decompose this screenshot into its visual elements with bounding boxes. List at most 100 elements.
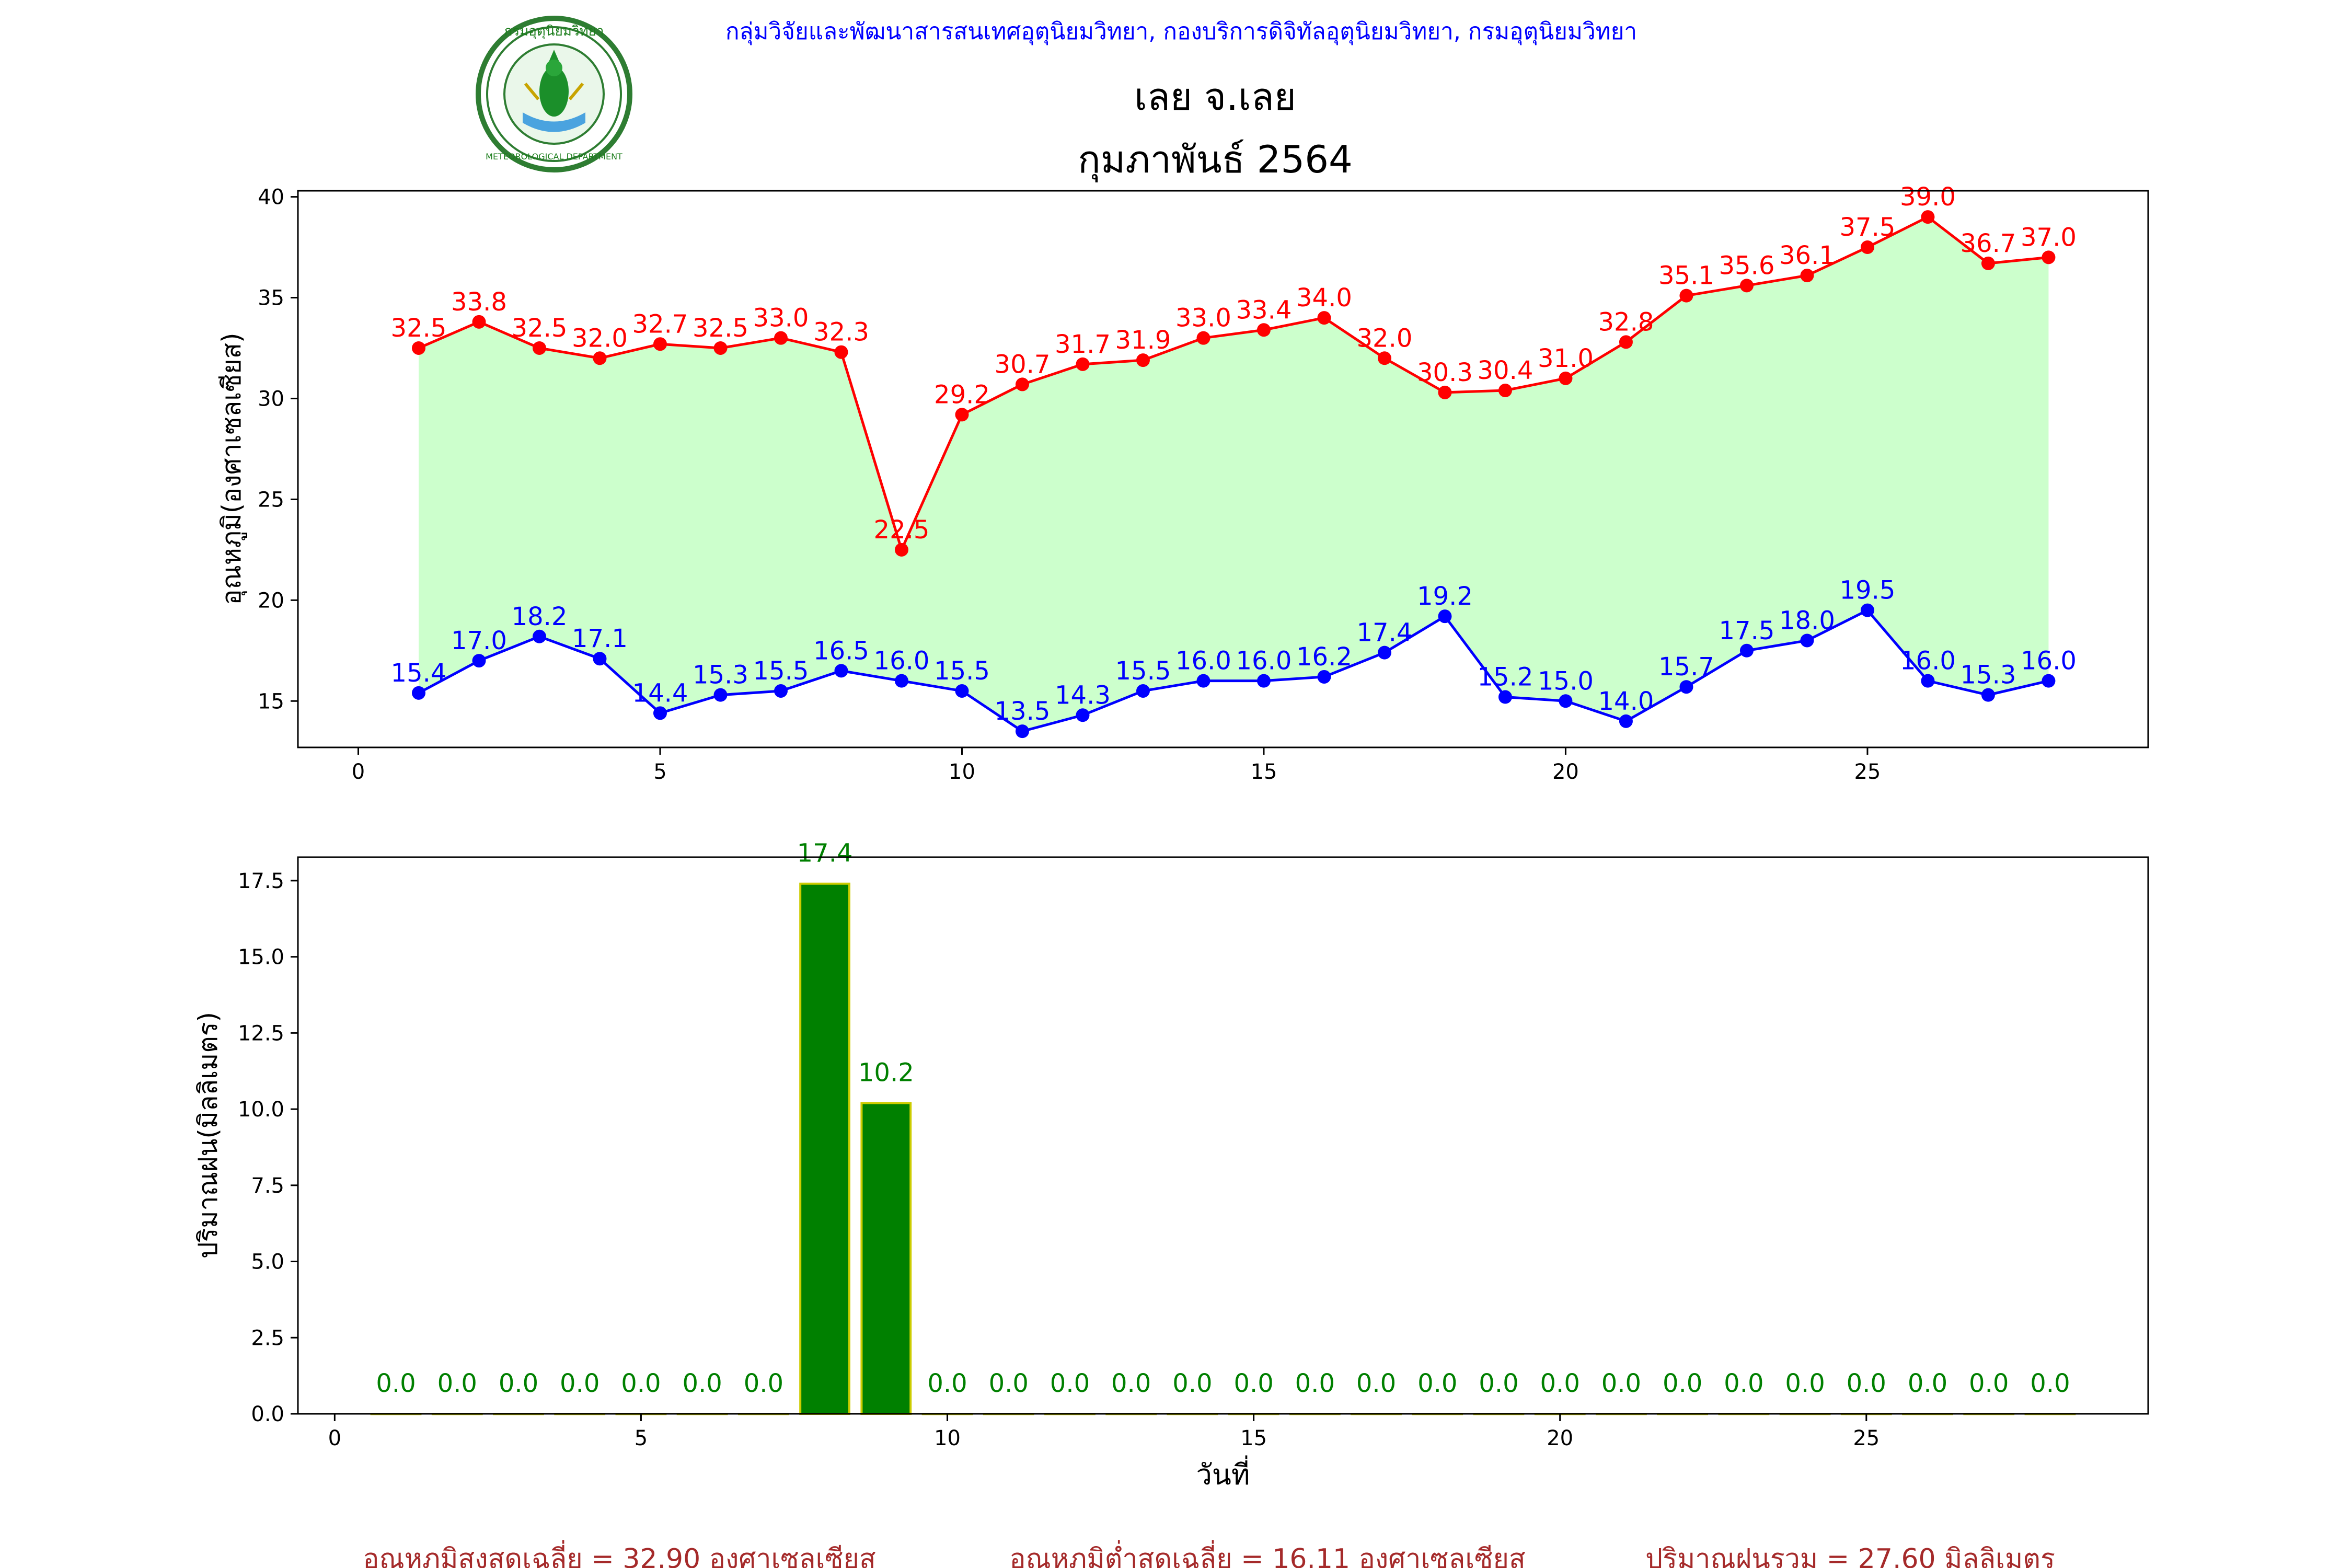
rainfall-label: 0.0	[1417, 1369, 1457, 1398]
max-temperature-point	[1981, 256, 1995, 270]
min-temperature-point	[1921, 674, 1935, 688]
min-temperature-label: 19.5	[1839, 576, 1895, 605]
x-tick-label: 5	[635, 1426, 648, 1450]
max-temperature-label: 32.8	[1598, 307, 1654, 337]
min-temperature-label: 16.2	[1296, 642, 1352, 672]
rainfall-label: 0.0	[2030, 1369, 2070, 1398]
min-temperature-point	[894, 674, 908, 688]
temperature-labels-layer: 32.533.832.5 32.0 32.7 32.5 33.0 32.322.529.2…	[391, 182, 2077, 726]
min-temperature-point	[1076, 708, 1090, 722]
max-temperature-label: 35.6	[1719, 251, 1775, 280]
max-temperature-label: 36.1	[1779, 241, 1835, 270]
max-temperature-label: 32.7	[632, 309, 688, 339]
min-temperature-point	[1438, 609, 1452, 624]
rainfall-bar	[860, 1102, 912, 1415]
min-temperature-point	[834, 664, 848, 678]
min-temperature-point	[532, 629, 546, 643]
y-tick-label: 15	[258, 689, 284, 713]
min-temperature-label: 17.5	[1719, 616, 1775, 645]
rainfall-label: 0.0	[1295, 1369, 1335, 1398]
rainfall-label: 0.0	[1479, 1369, 1518, 1398]
temperature-fill-layer	[418, 217, 2049, 732]
min-temperature-label: 18.0	[1779, 606, 1835, 635]
rainfall-label: 0.0	[1050, 1369, 1090, 1398]
max-temperature-label: 34.0	[1296, 283, 1352, 313]
max-temperature-point	[1377, 351, 1391, 365]
max-temperature-point	[411, 341, 425, 355]
min-temperature-point	[1196, 674, 1210, 688]
rainfall-label: 0.0	[1908, 1369, 1947, 1398]
max-temperature-label: 37.0	[2021, 223, 2077, 252]
max-temperature-label: 33.8	[451, 287, 507, 317]
min-temperature-label: 15.2	[1478, 663, 1534, 692]
max-temperature-label: 33.4	[1236, 295, 1292, 325]
rainfall-label: 0.0	[1356, 1369, 1396, 1398]
min-temperature-point	[774, 684, 788, 698]
max-temperature-label: 32.5	[512, 314, 568, 343]
max-temperature-point	[1317, 311, 1331, 325]
min-temperature-label: 15.5	[934, 656, 990, 686]
min-temperature-point	[653, 706, 667, 720]
rainfall-label: 0.0	[560, 1369, 599, 1398]
x-tick-label: 25	[1854, 760, 1881, 784]
min-temperature-point	[593, 652, 607, 666]
max-temperature-point	[1559, 371, 1573, 385]
min-temperature-label: 15.3	[693, 661, 748, 690]
max-temperature-label: 30.4	[1478, 356, 1534, 385]
rainfall-label: 0.0	[437, 1369, 477, 1398]
min-temperature-point	[1256, 674, 1271, 688]
min-temperature-label: 18.2	[512, 602, 568, 631]
min-temperature-label: 16.0	[2021, 647, 2077, 676]
rainfall-label: 0.0	[621, 1369, 661, 1398]
max-temperature-point	[2042, 250, 2056, 264]
temperature-y-axis-label: อุณหภูมิ(องศาเซลเซียส)	[216, 332, 247, 605]
total-rainfall: ปริมาณฝนรวม = 27.60 มิลลิเมตร	[1645, 1543, 2055, 1568]
y-tick-label: 5.0	[251, 1250, 284, 1274]
min-temperature-point	[1377, 645, 1391, 660]
min-temperature-label: 19.2	[1417, 582, 1473, 611]
y-tick-label: 10.0	[238, 1098, 284, 1122]
min-temperature-point	[1136, 684, 1150, 698]
rainfall-label: 0.0	[1601, 1369, 1641, 1398]
min-temperature-label: 15.7	[1658, 652, 1714, 682]
min-temperature-label: 16.5	[813, 636, 869, 665]
min-temperature-point	[1679, 680, 1693, 694]
rainfall-label: 0.0	[376, 1369, 416, 1398]
max-temperature-label: 32.0	[572, 324, 628, 353]
max-temperature-point	[1860, 240, 1874, 255]
min-temperature-label: 14.4	[632, 678, 688, 708]
rainfall-label: 0.0	[1663, 1369, 1702, 1398]
max-temperature-point	[834, 345, 848, 359]
rainfall-labels-layer: 0.0 0.0 0.0 0.0 0.0 0.0 0.0 17.4 10.2 0.0 0.0 0.0 0.…	[376, 839, 2070, 1398]
min-temperature-line	[418, 608, 2049, 733]
min-temperature-label: 14.3	[1055, 681, 1111, 710]
avg-max-temperature: อุณหภูมิสูงสุดเฉลี่ย = 32.90 องศาเซลเซีย…	[363, 1540, 876, 1568]
min-temperature-point	[1739, 643, 1754, 658]
x-tick-label: 20	[1547, 1426, 1573, 1450]
rainfall-y-axis-label: ปริมาณฝน(มิลลิเมตร)	[193, 1012, 223, 1259]
rainfall-plot-frame	[297, 856, 2149, 1415]
y-tick-label: 7.5	[251, 1174, 284, 1198]
month-title: กุมภาพันธ์ 2564	[1078, 137, 1353, 182]
y-tick-label: 15.0	[238, 946, 284, 970]
x-tick-label: 15	[1240, 1426, 1267, 1450]
temperature-range-fill	[418, 217, 2049, 732]
rainfall-x-axis-label: วันที่	[1196, 1455, 1250, 1491]
max-temperature-point	[894, 543, 908, 557]
rainfall-label: 0.0	[1785, 1369, 1825, 1398]
max-temperature-point	[1136, 353, 1150, 367]
max-temperature-point	[1800, 269, 1814, 283]
max-temperature-point	[593, 351, 607, 365]
max-temperature-point	[774, 331, 788, 345]
x-tick-label: 5	[653, 760, 666, 784]
max-temperature-label: 30.3	[1417, 358, 1473, 387]
min-temperature-label: 17.1	[572, 624, 628, 653]
y-tick-label: 20	[258, 589, 284, 613]
x-tick-label: 10	[934, 1426, 961, 1450]
min-temperature-point	[1800, 633, 1814, 648]
min-temperature-point	[1860, 603, 1874, 617]
max-temperature-label: 33.0	[1175, 304, 1231, 333]
rainfall-label: 0.0	[1724, 1369, 1763, 1398]
temperature-plot-frame	[297, 190, 2149, 748]
